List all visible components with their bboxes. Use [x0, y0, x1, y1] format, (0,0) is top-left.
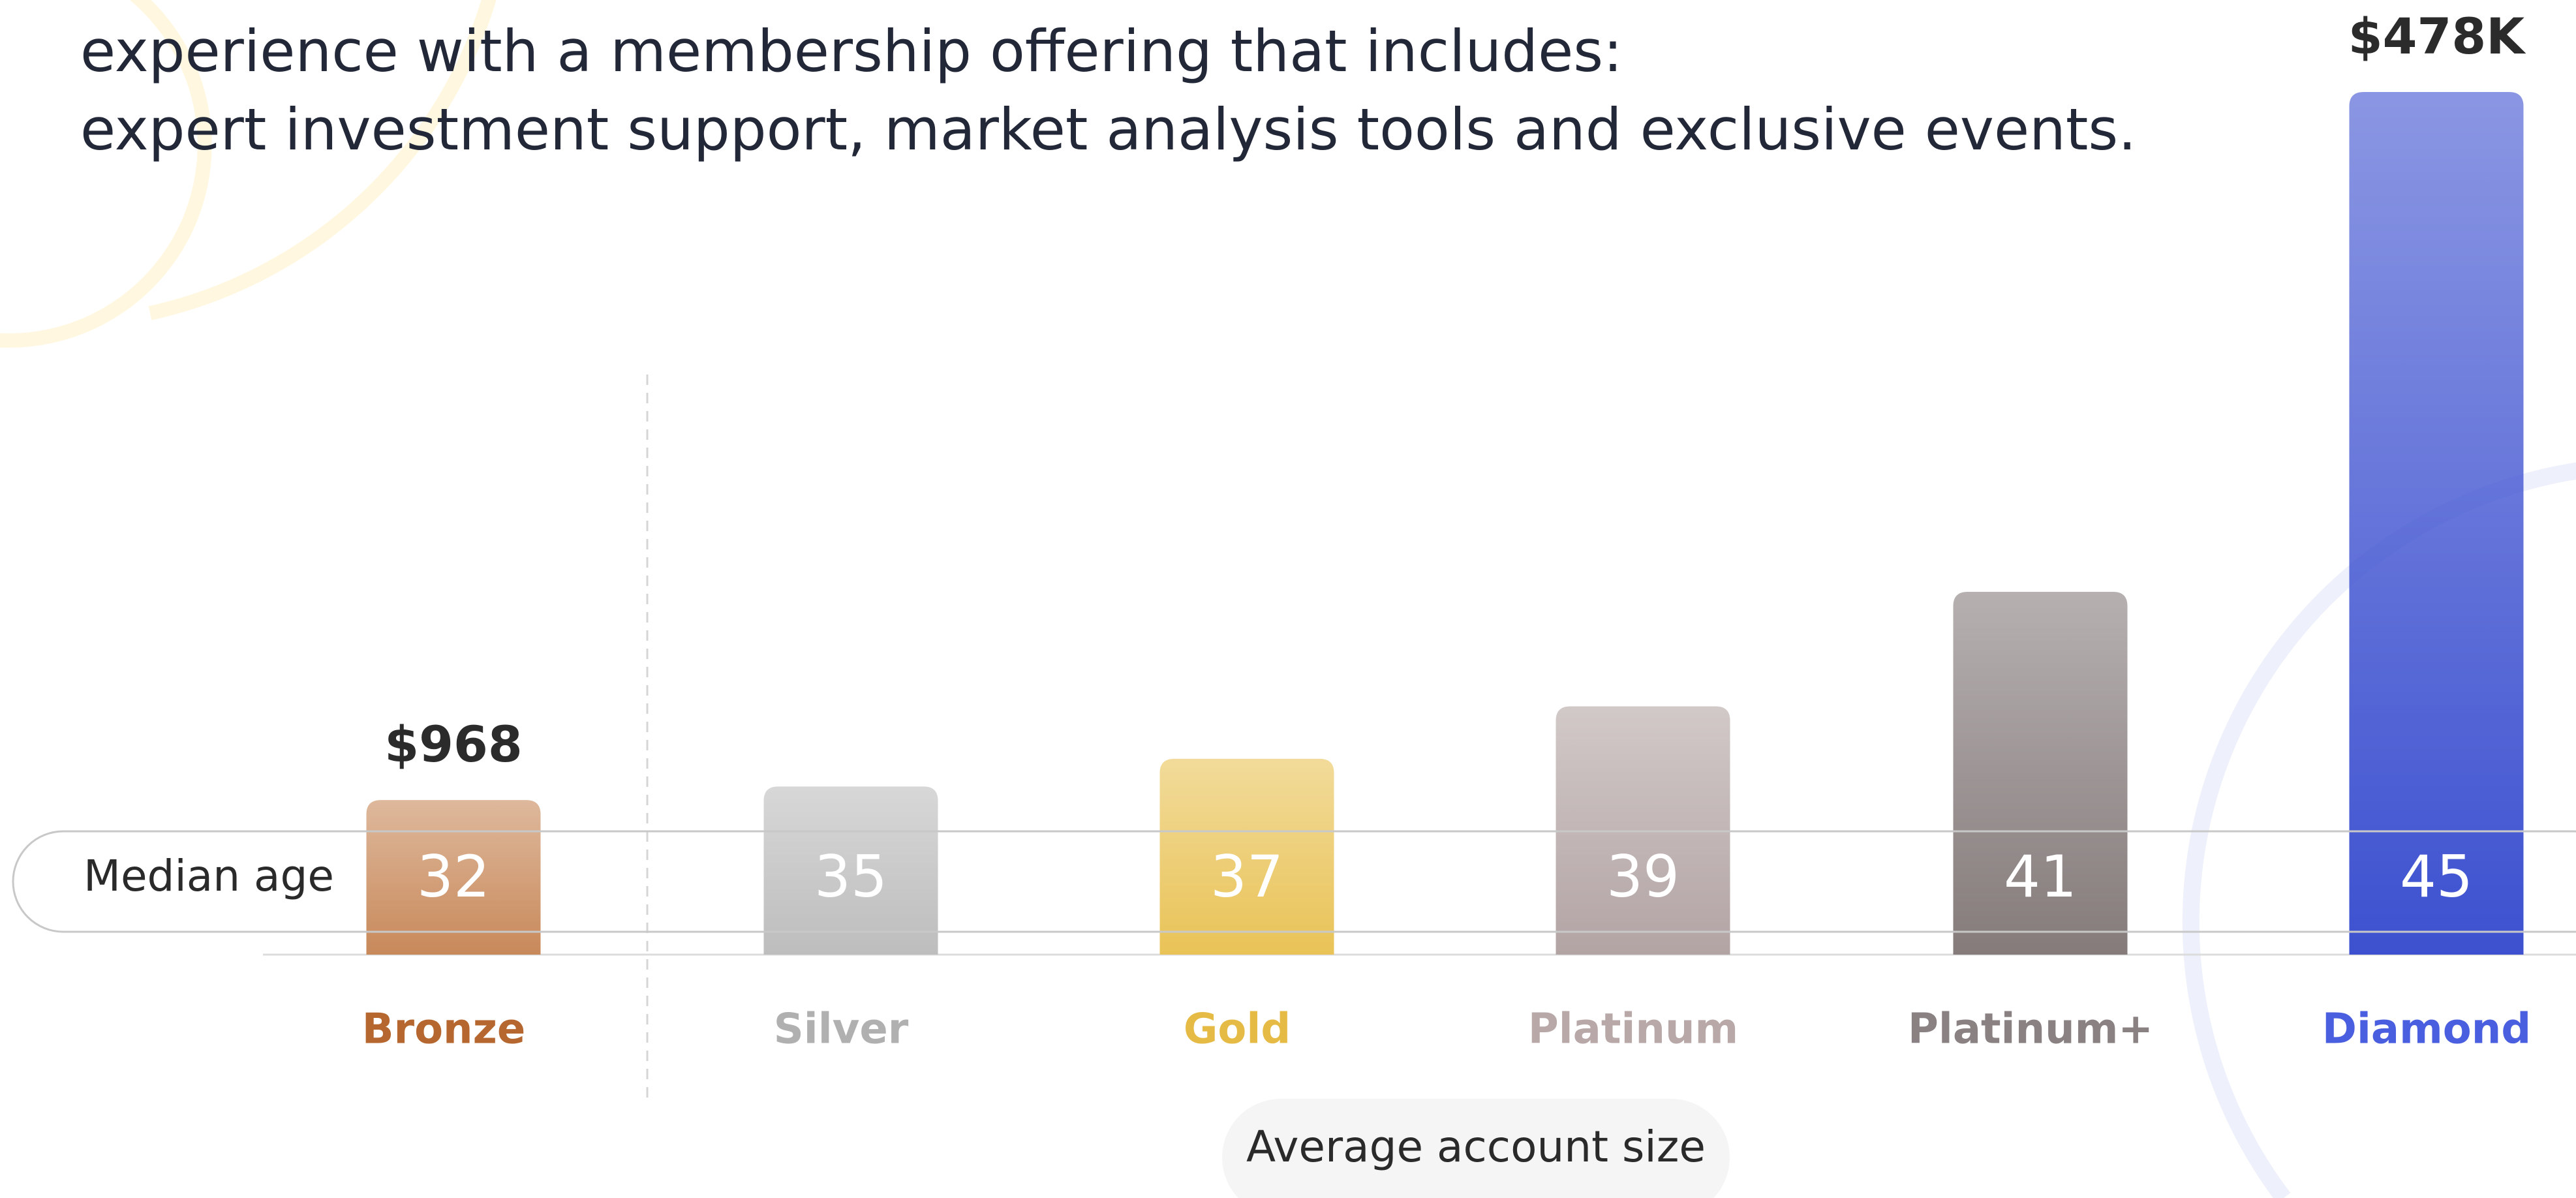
- intro-line: expert investment support, market analys…: [80, 96, 2136, 163]
- median-age-value: 37: [1210, 843, 1283, 910]
- bar: [763, 786, 938, 955]
- median-age-value: 39: [1606, 843, 1679, 910]
- median-age-value: 32: [417, 843, 490, 910]
- median-age-value: 45: [2400, 843, 2473, 910]
- x-axis-label: Average account size: [1246, 1122, 1706, 1172]
- x-tick-label: Diamond: [2322, 1006, 2531, 1054]
- intro-line: experience with a membership offering th…: [80, 18, 1623, 85]
- median-age-value: 41: [2004, 843, 2077, 910]
- decor-arc: [148, 0, 497, 320]
- bar: [2349, 92, 2524, 955]
- value-label: $478K: [2348, 7, 2527, 65]
- decor-arc: [0, 0, 212, 348]
- x-tick-label: Gold: [1184, 1006, 1291, 1054]
- bar: [1953, 591, 2128, 955]
- x-tick-label: Silver: [774, 1006, 909, 1054]
- value-label: $968: [384, 715, 523, 773]
- median-age-band: [12, 830, 2576, 933]
- bar: [366, 800, 541, 955]
- median-age-label: Median age: [84, 851, 334, 901]
- xlabel-pill: [1222, 1099, 1730, 1198]
- bar: [1159, 758, 1334, 955]
- median-age-value: 35: [814, 843, 887, 910]
- x-tick-label: Platinum+: [1908, 1006, 2153, 1054]
- x-tick-label: Bronze: [362, 1006, 526, 1054]
- x-tick-label: Platinum: [1528, 1006, 1738, 1054]
